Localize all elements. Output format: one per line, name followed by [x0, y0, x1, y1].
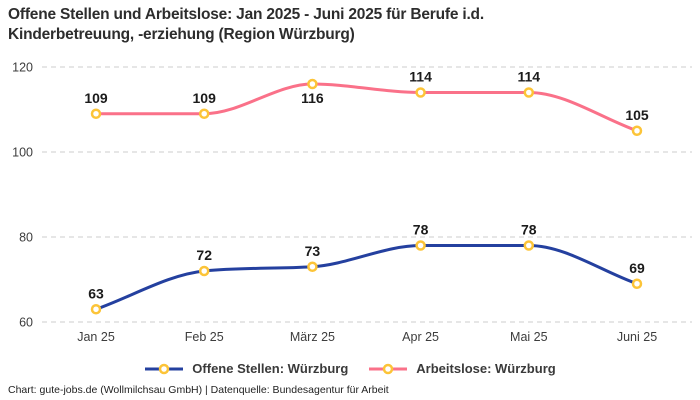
- legend-label-offene-stellen: Offene Stellen: Würzburg: [192, 361, 349, 376]
- data-point-marker[interactable]: [523, 240, 535, 251]
- data-value-label: 73: [305, 243, 321, 259]
- data-value-label: 116: [301, 90, 324, 106]
- legend-item-arbeitslose[interactable]: Arbeitslose: Würzburg: [368, 361, 556, 376]
- data-point-marker[interactable]: [198, 108, 210, 119]
- data-value-label: 114: [409, 69, 432, 85]
- data-point-marker[interactable]: [523, 87, 535, 98]
- data-value-label: 109: [84, 90, 108, 106]
- series-line: [94, 82, 639, 133]
- y-axis-tick: 120: [12, 61, 33, 75]
- data-value-label: 78: [521, 222, 537, 238]
- data-point-marker[interactable]: [415, 240, 426, 251]
- data-point-marker[interactable]: [90, 304, 102, 315]
- x-axis-label: März 25: [290, 330, 335, 344]
- data-point-marker[interactable]: [198, 265, 210, 277]
- chart-title-line1: Offene Stellen und Arbeitslose: Jan 2025…: [8, 6, 484, 23]
- attribution: Chart: gute-jobs.de (Wollmilchsau GmbH) …: [8, 384, 389, 396]
- data-value-label: 114: [518, 69, 541, 85]
- x-axis-label: Juni 25: [617, 330, 657, 344]
- x-axis-label: Feb 25: [185, 330, 224, 344]
- y-axis-tick: 100: [12, 146, 33, 160]
- legend-line-marker-icon: [144, 362, 184, 376]
- data-point-marker[interactable]: [631, 125, 643, 136]
- x-axis-label: Jan 25: [77, 330, 115, 344]
- data-point-marker[interactable]: [307, 78, 318, 90]
- x-axis-label: Apr 25: [402, 330, 439, 344]
- data-point-marker[interactable]: [631, 278, 643, 289]
- legend-label-arbeitslose: Arbeitslose: Würzburg: [416, 361, 556, 376]
- data-point-marker[interactable]: [415, 87, 426, 98]
- y-axis-tick: 80: [19, 231, 33, 245]
- series-line: [94, 243, 639, 311]
- data-point-marker[interactable]: [90, 108, 102, 119]
- line-chart: 60 80 100 120 Jan 25 Feb 25 März 25 Apr 25 Mai 2…: [12, 61, 692, 344]
- legend: Offene Stellen: Würzburg Arbeitslose: Wü…: [0, 361, 700, 376]
- chart-title-line2: Kinderbetreuung, -erziehung (Region Würz…: [8, 26, 355, 43]
- data-value-label: 63: [88, 285, 104, 301]
- legend-item-offene-stellen[interactable]: Offene Stellen: Würzburg: [144, 361, 348, 376]
- data-value-label: 69: [629, 260, 645, 276]
- data-value-label: 105: [625, 107, 649, 123]
- data-value-label: 72: [196, 247, 212, 263]
- y-axis-tick: 60: [19, 316, 33, 330]
- legend-line-marker-icon: [368, 362, 408, 376]
- data-point-marker[interactable]: [307, 261, 318, 272]
- chart-title: Offene Stellen und Arbeitslose: Jan 2025…: [8, 5, 484, 45]
- data-value-label: 109: [193, 90, 217, 106]
- x-axis-label: Mai 25: [510, 330, 548, 344]
- data-value-label: 78: [413, 222, 429, 238]
